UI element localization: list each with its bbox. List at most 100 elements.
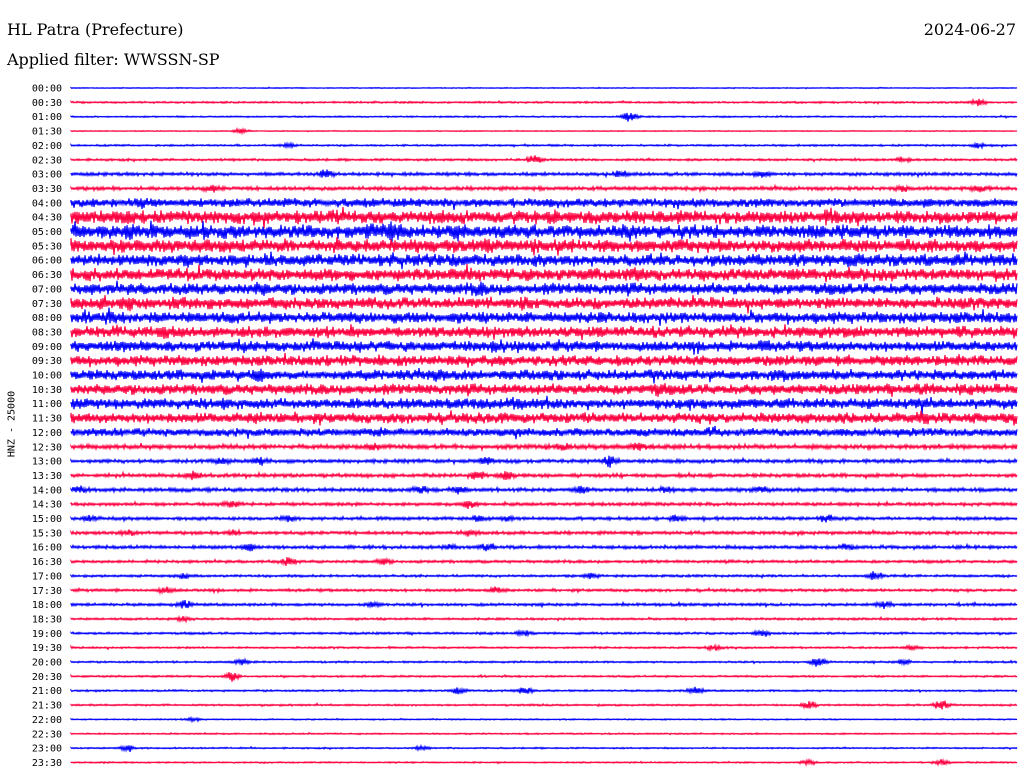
trace-line (70, 686, 1018, 695)
time-tick-label: 16:00 (32, 543, 62, 554)
trace-line (70, 169, 1018, 179)
time-tick-label: 21:30 (32, 701, 62, 712)
trace-line (70, 263, 1018, 283)
trace-line (70, 556, 1018, 567)
time-tick-label: 06:30 (32, 270, 62, 281)
time-tick-label: 11:30 (32, 414, 62, 425)
time-tick-label: 12:00 (32, 428, 62, 439)
trace-line (70, 367, 1018, 384)
trace-line (70, 585, 1018, 596)
trace-line (70, 743, 1018, 753)
trace-line (70, 442, 1018, 453)
trace-line (70, 700, 1018, 710)
trace-line (70, 410, 1018, 426)
time-tick-label: 19:00 (32, 629, 62, 640)
time-tick-label: 00:30 (32, 98, 62, 109)
trace-line (70, 395, 1018, 415)
time-tick-label: 16:30 (32, 557, 62, 568)
time-tick-label: 13:30 (32, 471, 62, 482)
trace-line (70, 295, 1018, 314)
time-tick-label: 05:00 (32, 227, 62, 238)
trace-line (70, 643, 1018, 653)
date-label: 2024-06-27 (923, 20, 1016, 39)
time-tick-label: 10:00 (32, 371, 62, 382)
filter-label: Applied filter: WWSSN-SP (7, 50, 220, 69)
time-tick-label: 15:00 (32, 514, 62, 525)
trace-line (70, 757, 1018, 767)
trace-line (70, 251, 1018, 270)
trace-line (70, 112, 1018, 122)
time-tick-label: 19:30 (32, 643, 62, 654)
trace-line (70, 528, 1018, 538)
time-tick-label: 14:00 (32, 485, 62, 496)
time-tick-label: 09:00 (32, 342, 62, 353)
time-tick-label: 22:00 (32, 715, 62, 726)
trace-line (70, 155, 1018, 164)
time-tick-label: 09:30 (32, 356, 62, 367)
time-tick-label: 03:30 (32, 184, 62, 195)
trace-line (70, 207, 1018, 229)
trace-line (70, 671, 1018, 682)
trace-line (70, 514, 1018, 523)
time-tick-label: 02:30 (32, 155, 62, 166)
trace-line (70, 657, 1018, 667)
trace-line (70, 307, 1018, 326)
trace-line (70, 324, 1018, 341)
time-tick-label: 02:00 (32, 141, 62, 152)
time-tick-label: 05:30 (32, 241, 62, 252)
trace-line (70, 499, 1018, 509)
time-tick-label: 23:30 (32, 758, 62, 769)
trace-line (70, 455, 1018, 468)
trace-line (70, 126, 1018, 136)
trace-line (70, 542, 1018, 552)
time-tick-label: 15:30 (32, 528, 62, 539)
trace-line (70, 86, 1018, 90)
trace-line (70, 220, 1018, 242)
time-tick-label: 08:30 (32, 327, 62, 338)
trace-line (70, 614, 1018, 624)
trace-line (70, 628, 1018, 638)
trace-line (70, 197, 1018, 211)
time-tick-label: 22:30 (32, 729, 62, 740)
time-tick-label: 06:00 (32, 256, 62, 267)
trace-line (70, 383, 1018, 397)
time-tick-label: 23:00 (32, 744, 62, 755)
trace-line (70, 425, 1018, 440)
time-tick-label: 13:00 (32, 457, 62, 468)
trace-line (70, 237, 1018, 256)
time-tick-label: 17:00 (32, 571, 62, 582)
trace-line (70, 97, 1018, 107)
trace-line (70, 338, 1018, 355)
time-tick-label: 07:30 (32, 299, 62, 310)
time-tick-label: 14:30 (32, 500, 62, 511)
time-tick-label: 01:30 (32, 127, 62, 138)
time-tick-label: 20:30 (32, 672, 62, 683)
time-tick-label: 01:00 (32, 112, 62, 123)
trace-line (70, 280, 1018, 297)
time-tick-label: 00:00 (32, 84, 62, 95)
time-tick-label: 20:00 (32, 658, 62, 669)
time-tick-label: 10:30 (32, 385, 62, 396)
trace-line (70, 141, 1018, 150)
trace-line (70, 470, 1018, 481)
trace-line (70, 731, 1018, 736)
time-tick-label: 12:30 (32, 442, 62, 453)
trace-line (70, 484, 1018, 495)
trace-line (70, 715, 1018, 724)
time-tick-label: 18:00 (32, 600, 62, 611)
station-title: HL Patra (Prefecture) (7, 20, 184, 39)
time-tick-label: 17:30 (32, 586, 62, 597)
time-tick-label: 04:00 (32, 198, 62, 209)
time-tick-label: 08:00 (32, 313, 62, 324)
trace-line (70, 352, 1018, 368)
trace-line (70, 183, 1018, 194)
trace-line (70, 571, 1018, 581)
time-tick-label: 11:00 (32, 399, 62, 410)
time-tick-label: 04:30 (32, 213, 62, 224)
time-tick-label: 21:00 (32, 686, 62, 697)
time-tick-label: 18:30 (32, 614, 62, 625)
time-tick-label: 03:00 (32, 170, 62, 181)
trace-line (70, 599, 1018, 610)
time-tick-label: 07:00 (32, 284, 62, 295)
